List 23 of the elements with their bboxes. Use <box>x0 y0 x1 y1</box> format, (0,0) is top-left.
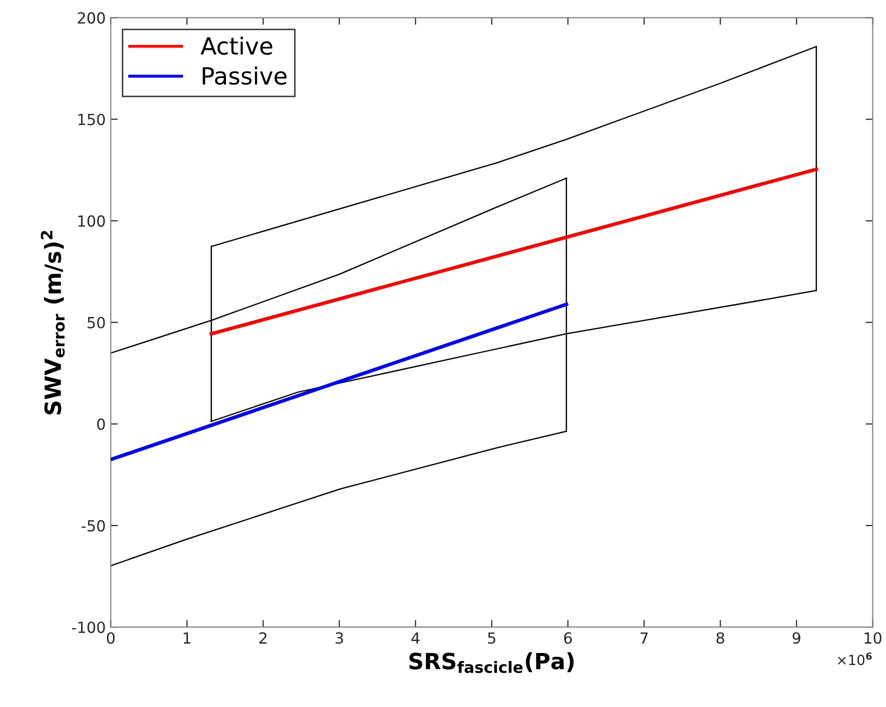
y-tick-label: 0 <box>97 418 105 430</box>
x-tick-label: 5 <box>488 632 496 644</box>
x-tick-label: 4 <box>411 632 420 644</box>
y-tick-label: -100 <box>72 622 105 634</box>
y-tick-label: 100 <box>78 215 105 227</box>
x-tick-label: 2 <box>259 632 266 644</box>
x-axis-title: SRS$_{fascicle}$(Pa) <box>409 652 574 674</box>
x-tick-label: 3 <box>336 632 343 644</box>
legend-label: Passive <box>202 66 287 85</box>
y-tick-label: 50 <box>88 316 105 328</box>
x-tick-label: 10 <box>864 632 882 644</box>
legend-label: Active <box>200 36 272 55</box>
y-tick-label: 150 <box>78 114 105 126</box>
x-tick-label: 9 <box>792 632 800 644</box>
y-tick-label: -50 <box>82 520 105 532</box>
x-tick-label: 7 <box>640 632 648 644</box>
x-tick-label: 8 <box>716 632 724 644</box>
x-tick-label: 0 <box>106 632 115 644</box>
y-axis-title: SWV$_{error}$ (m/s)$^{2}$ <box>40 230 65 414</box>
x-tick-label: 1 <box>184 632 190 644</box>
text: ×10$^{6}$ <box>838 652 872 666</box>
y-tick-label: 200 <box>78 12 105 24</box>
x-tick-label: 6 <box>564 632 572 644</box>
